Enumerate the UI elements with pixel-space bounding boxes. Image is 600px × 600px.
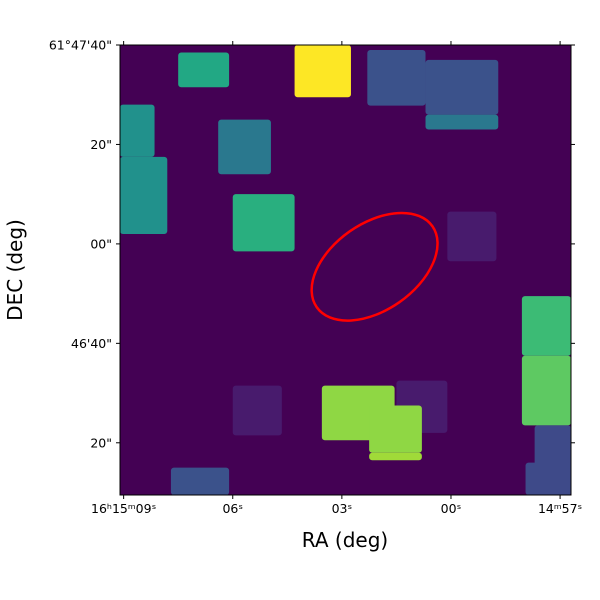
- data-patch-17: [369, 452, 422, 461]
- x-tick-label-1: 16ʰ15ᵐ09ˢ: [91, 501, 156, 516]
- data-patch-11: [232, 385, 282, 436]
- x-axis: 16ʰ15ᵐ09ˢ 06ˢ 03ˢ 00ˢ 14ᵐ57ˢ: [91, 41, 582, 516]
- y-tick-label-3: 00": [90, 236, 112, 251]
- y-tick-label-2: 20": [90, 137, 112, 152]
- plot-frame: [119, 44, 572, 496]
- y-tick-label-5: 20": [90, 435, 112, 450]
- x-tick-label-5: 14ᵐ57ˢ: [538, 501, 582, 516]
- data-patch-6: [120, 104, 155, 157]
- patches-layer: [120, 45, 571, 495]
- data-patch-16: [369, 405, 422, 453]
- data-patch-7: [120, 156, 168, 234]
- x-tick-label-3: 03ˢ: [332, 501, 353, 516]
- data-patch-19: [170, 467, 230, 495]
- x-axis-title: RA (deg): [302, 528, 388, 552]
- y-axis-title: DEC (deg): [3, 219, 27, 321]
- data-patch-14: [521, 355, 571, 426]
- data-patch-20: [525, 462, 571, 495]
- ellipse-layer: [310, 211, 439, 322]
- x-tick-label-4: 00ˢ: [441, 501, 462, 516]
- data-patch-9: [232, 194, 295, 252]
- data-patch-13: [521, 296, 571, 356]
- data-patch-8: [218, 119, 271, 175]
- y-axis: 61°47'40" 20" 00" 46'40" 20": [49, 38, 575, 450]
- data-patch-1: [178, 52, 230, 88]
- data-patch-4: [425, 59, 499, 115]
- aperture-ellipse: [310, 211, 439, 322]
- x-tick-label-2: 06ˢ: [222, 501, 243, 516]
- data-patch-10: [447, 211, 497, 262]
- y-tick-label-4: 46'40": [71, 336, 112, 351]
- data-patch-3: [367, 49, 426, 106]
- data-patch-5: [425, 114, 499, 130]
- y-tick-label-1: 61°47'40": [49, 38, 112, 53]
- data-patch-2: [294, 45, 351, 98]
